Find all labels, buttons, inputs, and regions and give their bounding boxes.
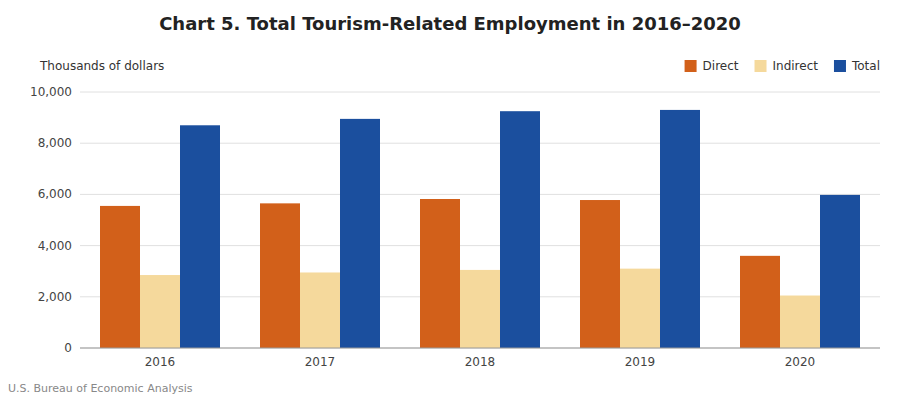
y-axis-label: Thousands of dollars	[39, 59, 164, 73]
legend-swatch	[685, 60, 697, 72]
x-tick-label: 2019	[625, 355, 656, 369]
y-tick-label: 4,000	[38, 239, 72, 253]
y-tick-label: 0	[64, 341, 72, 355]
legend-label: Indirect	[773, 59, 819, 73]
y-tick-label: 8,000	[38, 136, 72, 150]
y-tick-label: 6,000	[38, 187, 72, 201]
y-tick-label: 2,000	[38, 290, 72, 304]
bar	[140, 275, 180, 348]
grid-line	[80, 348, 880, 349]
bars	[100, 110, 860, 348]
x-tick-label: 2020	[785, 355, 816, 369]
x-tick-label: 2017	[305, 355, 336, 369]
x-tick-label: 2016	[145, 355, 176, 369]
legend-swatch	[755, 60, 767, 72]
legend: Direct Indirect Total	[685, 59, 880, 73]
bar	[580, 200, 620, 348]
bar	[100, 206, 140, 348]
grid-line	[80, 92, 880, 93]
bar	[420, 199, 460, 348]
chart: Chart 5. Total Tourism-Related Employmen…	[0, 0, 900, 400]
bar	[460, 270, 500, 348]
x-tick-label: 2018	[465, 355, 496, 369]
bar	[780, 296, 820, 348]
bar	[820, 195, 860, 348]
bar	[740, 256, 780, 348]
y-tick-label: 10,000	[30, 85, 72, 99]
legend-label: Direct	[703, 59, 739, 73]
bar	[620, 269, 660, 348]
grid	[80, 92, 880, 348]
legend-label: Total	[851, 59, 880, 73]
chart-container: Chart 5. Total Tourism-Related Employmen…	[0, 0, 900, 400]
bar	[500, 111, 540, 348]
bar	[180, 125, 220, 348]
bar	[300, 272, 340, 348]
bar	[660, 110, 700, 348]
bar	[340, 119, 380, 348]
legend-swatch	[834, 60, 846, 72]
x-axis-line	[80, 348, 880, 349]
title: Chart 5. Total Tourism-Related Employmen…	[159, 13, 741, 34]
bar	[260, 203, 300, 348]
source-note: U.S. Bureau of Economic Analysis	[8, 382, 193, 395]
